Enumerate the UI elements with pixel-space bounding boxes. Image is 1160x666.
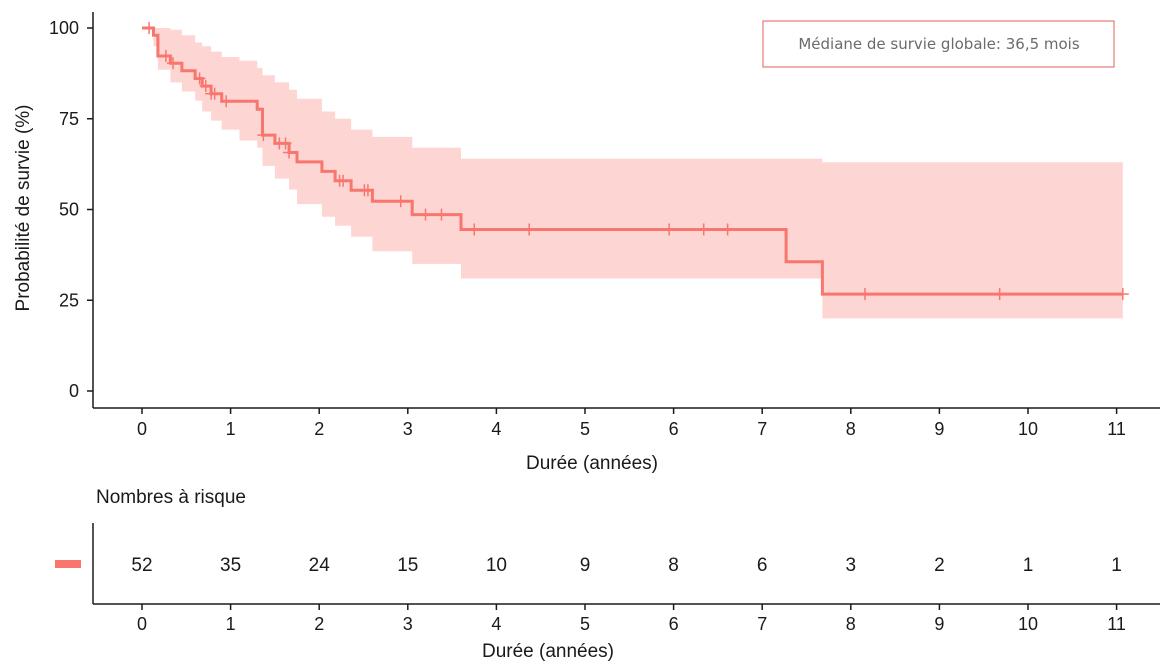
survival-curve-layer <box>142 26 1123 296</box>
risk-x-tick-label: 8 <box>846 614 856 634</box>
y-tick-label: 50 <box>59 200 79 220</box>
risk-x-axis-title: Durée (années) <box>482 641 614 662</box>
y-axis-ticks: 0 25 50 75 100 <box>49 18 93 401</box>
y-axis-title: Probabilité de survie (%) <box>13 105 34 312</box>
censor-mark <box>721 223 734 236</box>
median-annotation: Médiane de survie globale: 36,5 mois <box>762 20 1115 68</box>
risk-value: 1 <box>1023 555 1034 576</box>
censor-mark <box>993 288 1006 301</box>
risk-x-tick-label: 6 <box>669 614 679 634</box>
x-tick-label: 4 <box>491 419 501 439</box>
risk-x-tick-label: 7 <box>757 614 767 634</box>
x-tick-label: 2 <box>314 419 324 439</box>
censor-mark <box>858 288 871 301</box>
censor-mark <box>199 80 212 93</box>
risk-x-tick-label: 0 <box>137 614 147 634</box>
risk-value: 15 <box>397 555 418 576</box>
survival-curve <box>142 26 1123 296</box>
risk-value: 52 <box>131 555 152 576</box>
censor-mark <box>468 223 481 236</box>
x-axis-ticks: 0 1 2 3 4 5 6 7 8 9 10 11 <box>137 408 1126 439</box>
censor-mark <box>193 72 206 85</box>
censor-mark <box>257 129 270 142</box>
risk-value: 9 <box>580 555 591 576</box>
censor-marks-layer <box>143 22 1129 301</box>
annotation-box <box>762 20 1115 68</box>
x-tick-label: 6 <box>669 419 679 439</box>
censor-mark <box>167 57 180 70</box>
censor-mark <box>220 95 233 108</box>
annotation-text: Médiane de survie globale: 36,5 mois <box>798 35 1080 53</box>
censor-mark <box>435 208 448 221</box>
x-tick-label: 11 <box>1107 419 1126 439</box>
risk-x-tick-label: 5 <box>580 614 590 634</box>
y-tick-label: 100 <box>49 18 79 38</box>
risk-value: 6 <box>757 555 768 576</box>
censor-mark <box>523 223 536 236</box>
x-tick-label: 0 <box>137 419 147 439</box>
censor-mark <box>1116 288 1129 301</box>
censor-mark <box>283 146 296 159</box>
censor-mark <box>143 22 156 34</box>
censor-mark <box>697 223 710 236</box>
x-axis-title: Durée (années) <box>526 453 658 474</box>
risk-x-tick-label: 3 <box>403 614 413 634</box>
risk-x-tick-label: 10 <box>1018 614 1038 634</box>
risk-table-title: Nombres à risque <box>96 487 246 508</box>
x-tick-label: 8 <box>846 419 856 439</box>
x-tick-label: 10 <box>1018 419 1038 439</box>
risk-value: 8 <box>668 555 679 576</box>
x-tick-label: 5 <box>580 419 590 439</box>
y-tick-label: 75 <box>59 109 79 129</box>
x-tick-label: 1 <box>226 419 236 439</box>
risk-value: 10 <box>486 555 507 576</box>
x-tick-label: 7 <box>757 419 767 439</box>
censor-mark <box>361 184 374 197</box>
risk-x-tick-label: 2 <box>314 614 324 634</box>
risk-value: 3 <box>846 555 857 576</box>
y-tick-label: 0 <box>69 381 79 401</box>
censor-mark <box>394 195 407 208</box>
risk-value: 2 <box>934 555 945 576</box>
y-tick-label: 25 <box>59 290 79 310</box>
risk-strata-key <box>55 560 81 568</box>
x-tick-label: 3 <box>403 419 413 439</box>
censor-mark <box>337 174 350 187</box>
censor-mark <box>159 49 172 62</box>
censor-mark <box>208 87 221 100</box>
confidence-band-layer <box>142 28 1123 348</box>
x-tick-label: 9 <box>934 419 944 439</box>
confidence-band <box>142 28 1123 348</box>
risk-x-tick-label: 4 <box>491 614 501 634</box>
survival-plot: 0 25 50 75 100 0 1 2 3 4 5 6 7 8 9 10 11 Durée (années)… <box>13 12 1160 474</box>
risk-x-tick-label: 1 <box>226 614 236 634</box>
censor-mark <box>663 223 676 236</box>
censor-mark <box>419 208 432 221</box>
risk-value: 1 <box>1111 555 1122 576</box>
risk-x-tick-label: 9 <box>934 614 944 634</box>
risk-x-tick-label: 11 <box>1107 614 1126 634</box>
risk-value: 24 <box>309 555 331 576</box>
censor-mark <box>279 137 292 150</box>
risk-value: 35 <box>220 555 241 576</box>
risk-values: 52 35 24 15 10 9 8 6 3 2 1 1 <box>131 555 1121 576</box>
risk-x-axis-ticks: 0 1 2 3 4 5 6 7 8 9 10 11 <box>137 604 1126 634</box>
